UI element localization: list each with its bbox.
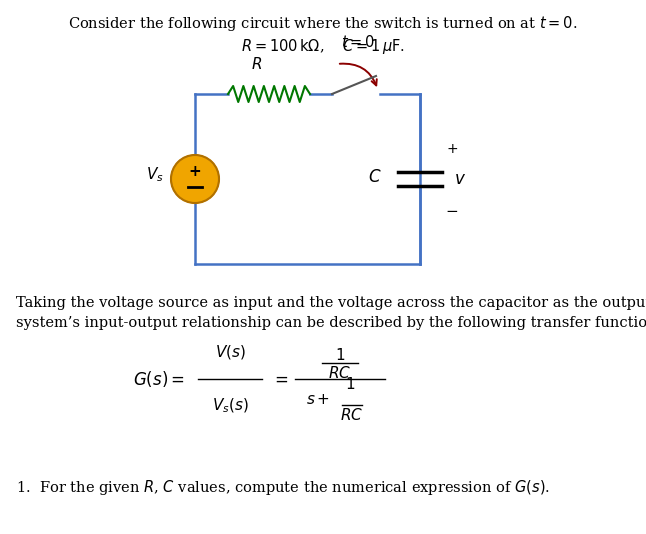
Text: Taking the voltage source as input and the voltage across the capacitor as the o: Taking the voltage source as input and t… [16,296,646,330]
Text: $1$: $1$ [335,347,345,363]
Text: $RC$: $RC$ [328,365,351,381]
Text: $V_s$: $V_s$ [146,166,164,184]
Text: +: + [189,164,202,179]
Text: $R$: $R$ [251,56,262,72]
Text: −: − [446,203,459,218]
Text: $v$: $v$ [454,170,466,187]
Text: $C$: $C$ [368,169,382,185]
Text: $=$: $=$ [271,371,289,388]
Text: $V(s)$: $V(s)$ [214,343,245,361]
Text: 1.  For the given $R$, $C$ values, compute the numerical expression of $G(s)$.: 1. For the given $R$, $C$ values, comput… [16,478,550,497]
Text: $t = 0$: $t = 0$ [341,34,375,50]
Text: $G(s) =$: $G(s) =$ [133,369,185,389]
Text: $s +$: $s +$ [306,393,330,407]
Circle shape [171,155,219,203]
Text: $V_s(s)$: $V_s(s)$ [211,397,249,415]
Text: Consider the following circuit where the switch is turned on at $t = 0$.: Consider the following circuit where the… [68,14,578,33]
Text: $1$: $1$ [345,376,355,392]
Text: $R = 100\,\mathrm{k\Omega}$,    $C = 1\,\mu\mathrm{F}$.: $R = 100\,\mathrm{k\Omega}$, $C = 1\,\mu… [241,37,405,56]
Text: +: + [446,142,458,156]
Text: $RC$: $RC$ [340,407,364,423]
